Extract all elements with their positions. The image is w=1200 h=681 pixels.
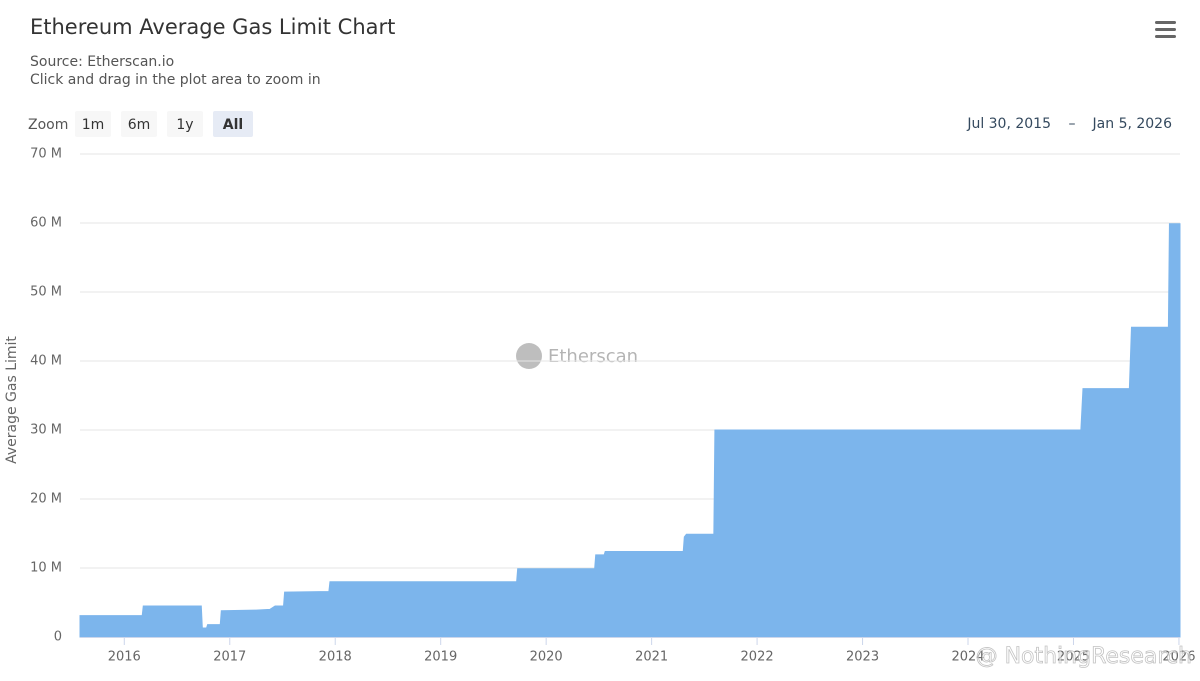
x-tick-label: 2019: [424, 650, 457, 665]
watermark-logo: [516, 343, 542, 369]
x-tick-label: 2018: [319, 650, 352, 665]
x-tick-label: 2025: [1057, 650, 1090, 665]
range-end[interactable]: Jan 5, 2026: [1092, 116, 1173, 132]
zoom-button-label[interactable]: All: [223, 117, 243, 133]
x-tick-label: 2016: [108, 650, 141, 665]
zoom-button[interactable]: [213, 111, 253, 137]
zoom-button-label[interactable]: 6m: [128, 117, 151, 133]
x-tick-label: 2022: [741, 650, 774, 665]
etherscan-watermark: Etherscan: [516, 343, 638, 369]
y-tick-label: 50 M: [30, 285, 62, 300]
x-tick-label: 2020: [530, 650, 563, 665]
y-axis-title: Average Gas Limit: [4, 336, 20, 464]
subtitle: Source: Etherscan.io: [30, 54, 174, 70]
menu-icon[interactable]: [1155, 21, 1176, 38]
y-tick-label: 10 M: [30, 561, 62, 576]
zoom-button[interactable]: [167, 111, 203, 137]
y-tick-label: 30 M: [30, 423, 62, 438]
nothingresearch-watermark: @ NothingResearch: [976, 644, 1192, 669]
x-tick-label: 2023: [846, 650, 879, 665]
y-tick-label: 40 M: [30, 354, 62, 369]
menu-bar: [1155, 35, 1176, 38]
range-start[interactable]: Jul 30, 2015: [966, 116, 1051, 132]
x-tick-label: 2017: [213, 650, 246, 665]
x-tick-label: 2024: [951, 650, 984, 665]
zoom-label: Zoom: [28, 117, 68, 133]
x-tick-label: 2021: [635, 650, 668, 665]
y-tick-label: 0: [54, 630, 62, 645]
zoom-button-label[interactable]: 1m: [82, 117, 105, 133]
y-tick-label: 60 M: [30, 216, 62, 231]
chart-title: Ethereum Average Gas Limit Chart: [30, 15, 395, 39]
x-tick-label: 2026: [1162, 650, 1195, 665]
menu-bar: [1155, 21, 1176, 24]
watermark-text: Etherscan: [548, 346, 638, 367]
area: [79, 223, 1181, 638]
subtitle: Click and drag in the plot area to zoom …: [30, 72, 321, 88]
menu-bar: [1155, 28, 1176, 31]
zoom-button[interactable]: [75, 111, 111, 137]
zoom-button[interactable]: [121, 111, 157, 137]
y-tick-label: 70 M: [30, 147, 62, 162]
zoom-button-label[interactable]: 1y: [176, 117, 193, 133]
y-tick-label: 20 M: [30, 492, 62, 507]
range-separator: –: [1069, 116, 1076, 132]
